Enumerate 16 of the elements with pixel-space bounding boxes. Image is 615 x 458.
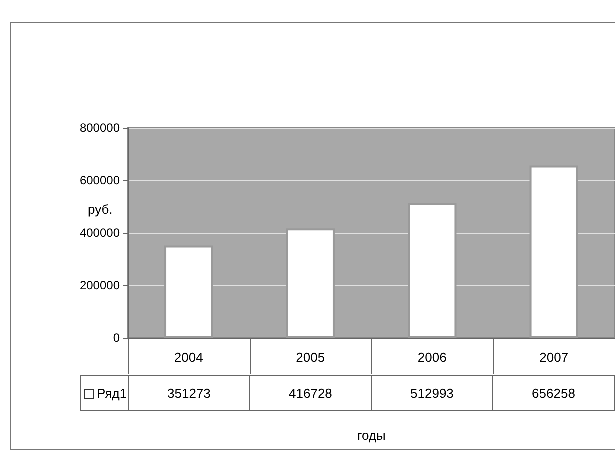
y-axis-title: руб. [88, 202, 113, 217]
x-tick-label: 2005 [296, 350, 326, 365]
data-label: 351273 [128, 376, 250, 410]
x-axis-title: годы [358, 428, 386, 443]
y-tick-label: 800000 [80, 121, 120, 135]
y-tick-label: 600000 [80, 174, 120, 188]
y-tick-label: 200000 [80, 278, 120, 292]
x-tick-label: 2006 [418, 350, 447, 365]
y-tick-label: 0 [113, 331, 120, 345]
x-tick-label: 2004 [174, 350, 204, 365]
data-label: 656258 [492, 376, 614, 410]
x-tick-label: 2007 [540, 350, 569, 365]
legend-label: Ряд1 [80, 376, 128, 410]
y-tick-label: 400000 [80, 226, 120, 240]
data-label: 416728 [250, 376, 372, 410]
data-label: 512993 [371, 376, 493, 410]
